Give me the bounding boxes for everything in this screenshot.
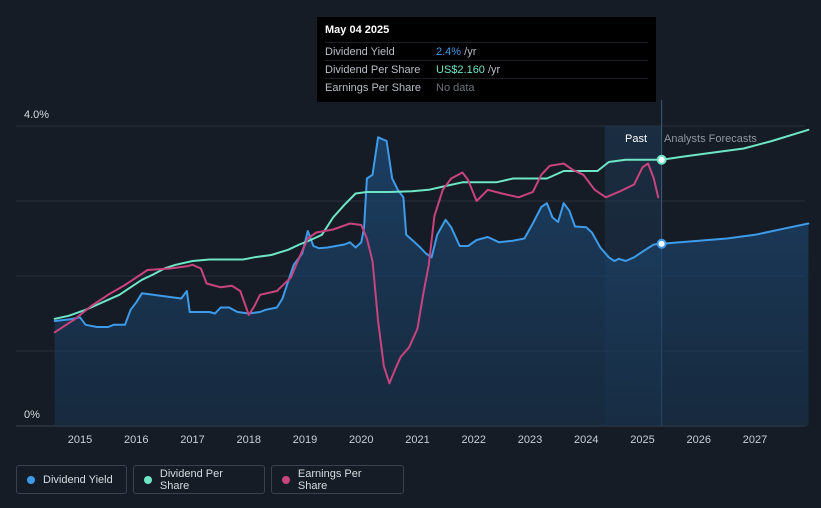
series-fill-0 <box>54 137 809 427</box>
tooltip-row-dps: Dividend Per Share US$2.160 /yr <box>325 60 648 78</box>
series-line-dividend-yield <box>53 136 810 328</box>
legend-dot-icon <box>282 475 290 484</box>
x-tick-label: 2017 <box>180 434 204 446</box>
series-line-dividend-per-share <box>53 128 810 320</box>
legend-dividend-yield[interactable]: Dividend Yield <box>16 465 127 494</box>
forecast-label: Analysts Forecasts <box>664 133 757 145</box>
series-fills <box>54 137 809 427</box>
legend-label: Dividend Yield <box>43 473 113 486</box>
tooltip-date: May 04 2025 <box>325 24 390 36</box>
y-axis-bottom-label: 0% <box>24 409 40 421</box>
tooltip-row-eps: Earnings Per Share No data <box>325 78 648 96</box>
legend-label: Earnings Per Share <box>297 467 362 492</box>
current-marker <box>656 154 667 165</box>
legend-earnings-per-share[interactable]: Earnings Per Share <box>271 465 404 494</box>
tooltip-row-value: US$2.160 <box>436 63 485 76</box>
x-tick-label: 2015 <box>68 434 92 446</box>
x-tick-label: 2019 <box>293 434 317 446</box>
tooltip-row-label: Earnings Per Share <box>325 81 421 94</box>
x-tick-label: 2022 <box>462 434 486 446</box>
x-tick-label: 2018 <box>237 434 261 446</box>
past-label: Past <box>625 133 647 145</box>
x-tick-label: 2020 <box>349 434 373 446</box>
y-axis-top-label: 4.0% <box>24 109 49 121</box>
x-axis-ticks: 2015 2016 2017 2018 2019 2020 2021 2022 2023 2024… <box>68 434 767 446</box>
legend-label: Dividend Per Share <box>159 467 223 492</box>
x-tick-label: 2021 <box>405 434 429 446</box>
x-tick-label: 2024 <box>574 434 598 446</box>
series-line-earnings-per-share <box>53 162 660 385</box>
x-tick-label: 2023 <box>518 434 542 446</box>
current-markers <box>656 154 667 249</box>
current-marker <box>656 238 667 249</box>
tooltip-row-yield: Dividend Yield 2.4% /yr <box>325 42 648 60</box>
x-tick-label: 2025 <box>630 434 654 446</box>
series-lines <box>53 128 810 385</box>
x-tick-label: 2016 <box>124 434 148 446</box>
tooltip-row-label: Dividend Yield <box>325 45 395 58</box>
x-tick-label: 2027 <box>743 434 767 446</box>
x-tick-label: 2026 <box>687 434 711 446</box>
tooltip-row-unit: /yr <box>461 45 477 58</box>
tooltip-row-value: No data <box>436 81 475 94</box>
tooltip-row-label: Dividend Per Share <box>325 63 421 76</box>
legend-dividend-per-share[interactable]: Dividend Per Share <box>133 465 265 494</box>
legend-dot-icon <box>144 475 152 484</box>
legend-dot-icon <box>27 475 35 484</box>
tooltip-row-value: 2.4% <box>436 45 462 58</box>
tooltip: May 04 2025 Dividend Yield 2.4% /yr Divi… <box>317 17 656 102</box>
tooltip-row-unit: /yr <box>484 63 501 76</box>
